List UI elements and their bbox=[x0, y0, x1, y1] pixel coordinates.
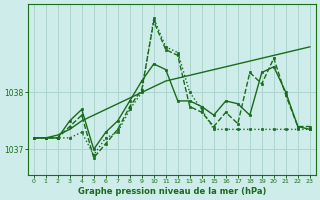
X-axis label: Graphe pression niveau de la mer (hPa): Graphe pression niveau de la mer (hPa) bbox=[77, 187, 266, 196]
